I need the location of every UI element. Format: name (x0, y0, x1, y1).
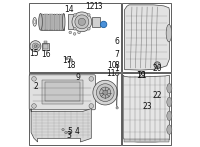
Bar (44, 41, 47, 43)
Bar (51, 14, 53, 30)
Circle shape (34, 45, 37, 48)
Bar (54, 14, 55, 30)
Circle shape (72, 12, 92, 32)
Circle shape (88, 27, 90, 30)
Text: 1: 1 (114, 64, 119, 73)
Circle shape (65, 131, 67, 134)
Circle shape (89, 77, 94, 81)
Ellipse shape (65, 57, 68, 60)
Circle shape (100, 87, 111, 98)
Circle shape (89, 104, 94, 108)
Text: 12: 12 (85, 2, 95, 11)
Circle shape (73, 33, 76, 35)
Text: 7: 7 (114, 50, 119, 59)
Bar (41, 14, 64, 30)
Text: 6: 6 (114, 37, 119, 46)
Text: 20: 20 (152, 64, 162, 73)
Text: 3: 3 (66, 131, 71, 140)
Text: 13: 13 (93, 2, 103, 11)
Bar (43, 44, 48, 49)
Circle shape (96, 84, 114, 102)
Bar (92, 17, 100, 27)
Circle shape (78, 18, 85, 25)
Text: 21: 21 (137, 71, 147, 80)
Circle shape (100, 21, 107, 28)
Text: 14: 14 (64, 5, 74, 14)
Circle shape (32, 77, 36, 81)
Circle shape (62, 128, 64, 131)
Circle shape (69, 31, 72, 34)
Bar (56, 14, 58, 30)
Polygon shape (123, 75, 169, 142)
Bar (45, 82, 80, 101)
Bar (46, 14, 48, 30)
Ellipse shape (167, 125, 172, 134)
Circle shape (78, 31, 80, 34)
FancyBboxPatch shape (29, 75, 95, 110)
Circle shape (74, 27, 76, 30)
Circle shape (88, 14, 90, 16)
Circle shape (93, 80, 118, 105)
Ellipse shape (166, 24, 172, 42)
Circle shape (68, 131, 70, 134)
Text: 8: 8 (114, 61, 119, 70)
Text: 2: 2 (33, 82, 38, 91)
Text: 10: 10 (108, 61, 117, 70)
Bar (42, 80, 83, 103)
Bar (61, 14, 63, 30)
Bar (122, 3, 171, 72)
Bar (124, 139, 169, 142)
Text: 15: 15 (29, 49, 39, 58)
Ellipse shape (39, 14, 42, 30)
Ellipse shape (70, 59, 72, 61)
Text: 11: 11 (106, 69, 116, 78)
Circle shape (75, 15, 89, 29)
Text: 4: 4 (75, 127, 80, 136)
Ellipse shape (167, 97, 172, 107)
Text: 17: 17 (63, 56, 72, 65)
Circle shape (74, 14, 76, 16)
Bar (41, 14, 43, 30)
Circle shape (32, 43, 39, 49)
Ellipse shape (62, 14, 65, 30)
Bar (42, 43, 49, 50)
Text: 19: 19 (137, 71, 146, 80)
Ellipse shape (69, 59, 73, 61)
Polygon shape (31, 109, 91, 142)
Text: 9: 9 (75, 73, 80, 82)
Bar (122, 73, 171, 145)
Bar (29, 3, 121, 72)
Polygon shape (124, 5, 169, 70)
Text: 23: 23 (142, 102, 152, 111)
Bar (49, 14, 51, 30)
Ellipse shape (66, 58, 67, 59)
Ellipse shape (167, 111, 172, 121)
Bar (29, 73, 121, 145)
Bar (68, 14, 78, 29)
Bar (59, 14, 60, 30)
Text: 22: 22 (153, 91, 162, 100)
Bar (37, 45, 40, 47)
Circle shape (116, 107, 118, 109)
Text: 5: 5 (68, 127, 73, 136)
Ellipse shape (167, 83, 172, 93)
Bar (44, 14, 46, 30)
Circle shape (103, 90, 108, 95)
Text: 18: 18 (66, 61, 76, 70)
Text: 16: 16 (42, 50, 51, 59)
Circle shape (30, 41, 41, 52)
Circle shape (32, 104, 36, 108)
